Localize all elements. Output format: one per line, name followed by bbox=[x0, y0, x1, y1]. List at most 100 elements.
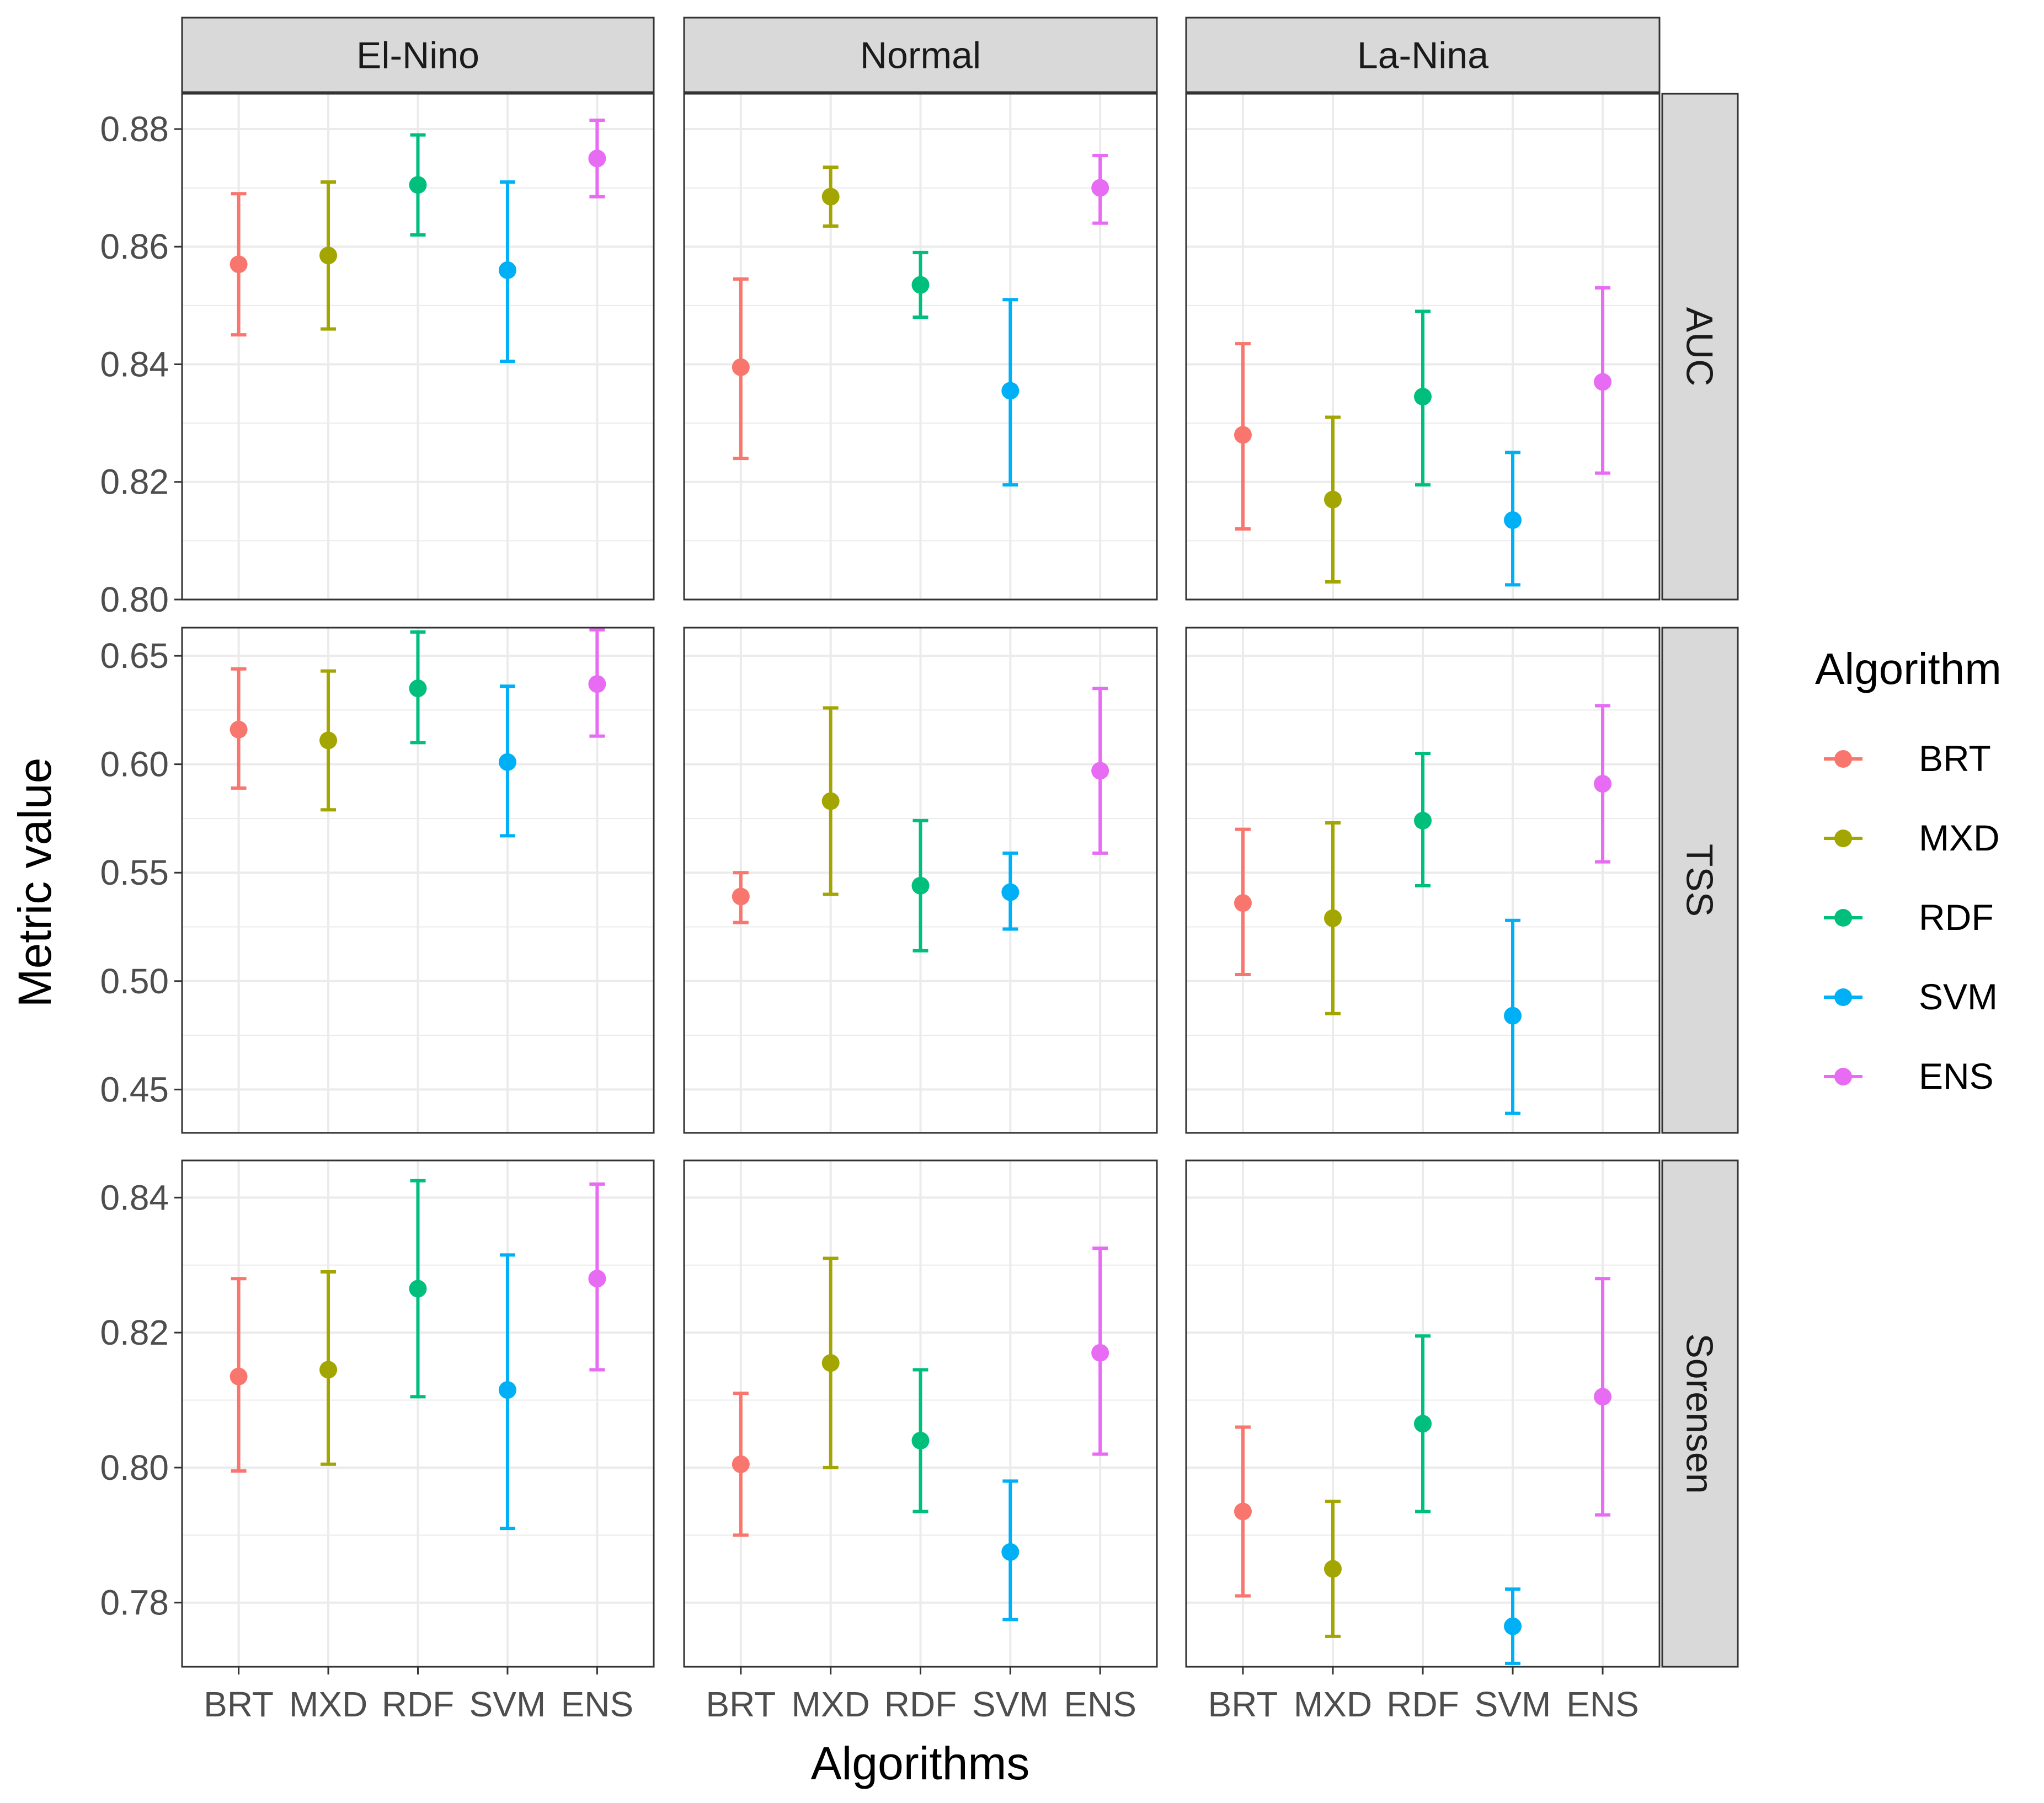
panel-border bbox=[181, 93, 655, 601]
mean-point-brt bbox=[732, 1455, 750, 1473]
x-tick-label-ens: ENS bbox=[1064, 1684, 1136, 1724]
panel-sorensen-el-nino bbox=[181, 1159, 655, 1668]
y-tick-label: 0.50 bbox=[100, 961, 169, 1001]
mean-point-ens bbox=[588, 1270, 606, 1288]
mean-point-brt bbox=[230, 1367, 248, 1385]
mean-point-ens bbox=[1594, 775, 1612, 793]
panel-tss-la-nina bbox=[1185, 627, 1661, 1134]
mean-point-rdf bbox=[409, 176, 427, 194]
mean-point-ens bbox=[1091, 762, 1109, 780]
panels-layer: El-Nino Normal La-Nina AUC 0.80 0.82 0.84 0.86 0… bbox=[100, 17, 1739, 1724]
legend-key-point-rdf bbox=[1834, 909, 1852, 927]
panel-sorensen-la-nina bbox=[1185, 1159, 1661, 1668]
legend-label-mxd: MXD bbox=[1919, 817, 2000, 858]
y-tick-label: 0.78 bbox=[100, 1583, 169, 1623]
row-strip-auc-label: AUC bbox=[1679, 307, 1721, 387]
y-tick-label: 0.60 bbox=[100, 745, 169, 784]
x-tick-label-ens: ENS bbox=[561, 1684, 634, 1724]
x-tick-label-mxd: MXD bbox=[1294, 1684, 1372, 1724]
mean-point-ens bbox=[588, 149, 606, 168]
mean-point-svm bbox=[1001, 382, 1020, 400]
mean-point-svm bbox=[498, 753, 516, 771]
panel-tss-normal bbox=[683, 627, 1158, 1134]
mean-point-ens bbox=[1091, 179, 1109, 197]
legend-key-point-brt bbox=[1834, 750, 1852, 768]
x-tick-label-svm: SVM bbox=[469, 1684, 546, 1724]
mean-point-mxd bbox=[821, 1354, 840, 1372]
y-tick-label: 0.88 bbox=[100, 109, 169, 149]
mean-point-rdf bbox=[911, 876, 930, 895]
mean-point-rdf bbox=[911, 1431, 930, 1449]
x-tick-label-brt: BRT bbox=[706, 1684, 776, 1724]
mean-point-svm bbox=[498, 1381, 516, 1399]
panel-border bbox=[683, 627, 1158, 1134]
mean-point-brt bbox=[230, 720, 248, 739]
mean-point-svm bbox=[1504, 511, 1522, 529]
mean-point-ens bbox=[588, 675, 606, 693]
mean-point-rdf bbox=[409, 1280, 427, 1298]
mean-point-svm bbox=[1504, 1617, 1522, 1635]
y-tick-label: 0.80 bbox=[100, 580, 169, 619]
x-tick-label-svm: SVM bbox=[1475, 1684, 1551, 1724]
x-tick-label-rdf: RDF bbox=[884, 1684, 957, 1724]
mean-point-brt bbox=[230, 255, 248, 274]
mean-point-rdf bbox=[911, 276, 930, 294]
panel-border bbox=[683, 93, 1158, 601]
row-strip-sorensen-bg bbox=[1661, 1159, 1739, 1668]
mean-point-rdf bbox=[409, 680, 427, 698]
legend-label-rdf: RDF bbox=[1919, 897, 1994, 938]
mean-point-mxd bbox=[319, 1361, 338, 1379]
panel-auc-la-nina bbox=[1185, 93, 1661, 601]
x-tick-label-svm: SVM bbox=[972, 1684, 1049, 1724]
panel-border bbox=[1185, 627, 1661, 1134]
mean-point-ens bbox=[1091, 1344, 1109, 1362]
x-tick-label-mxd: MXD bbox=[289, 1684, 367, 1724]
panel-border bbox=[1185, 93, 1661, 601]
mean-point-mxd bbox=[319, 247, 338, 265]
legend-label-ens: ENS bbox=[1919, 1056, 1994, 1096]
mean-point-rdf bbox=[1414, 1415, 1432, 1433]
strip-el-nino-label: El-Nino bbox=[356, 35, 479, 77]
mean-point-mxd bbox=[319, 731, 338, 750]
mean-point-mxd bbox=[821, 188, 840, 206]
y-tick-label: 0.45 bbox=[100, 1069, 169, 1109]
row-strip-sorensen-label: Sorensen bbox=[1679, 1333, 1721, 1494]
mean-point-brt bbox=[1234, 426, 1252, 444]
y-tick-label: 0.84 bbox=[100, 344, 169, 384]
panel-sorensen-normal bbox=[683, 1159, 1158, 1668]
legend-key-point-ens bbox=[1834, 1068, 1852, 1085]
x-tick-label-brt: BRT bbox=[1208, 1684, 1278, 1724]
x-tick-label-rdf: RDF bbox=[382, 1684, 455, 1724]
y-tick-label: 0.82 bbox=[100, 1313, 169, 1352]
legend-label-svm: SVM bbox=[1919, 976, 1998, 1017]
legend-title: Algorithm bbox=[1815, 644, 2002, 693]
strip-la-nina-bg bbox=[1185, 17, 1661, 93]
row-strip-tss-bg bbox=[1661, 627, 1739, 1134]
legend-key-point-mxd bbox=[1834, 830, 1852, 847]
mean-point-mxd bbox=[821, 792, 840, 810]
x-tick-label-mxd: MXD bbox=[792, 1684, 870, 1724]
strip-el-nino-bg bbox=[181, 17, 655, 93]
row-strip-auc-bg bbox=[1661, 93, 1739, 601]
mean-point-mxd bbox=[1323, 909, 1342, 927]
mean-point-svm bbox=[1504, 1007, 1522, 1025]
strip-la-nina-label: La-Nina bbox=[1357, 35, 1488, 77]
panel-auc-normal bbox=[683, 93, 1158, 601]
y-tick-label: 0.82 bbox=[100, 462, 169, 502]
mean-point-svm bbox=[498, 261, 516, 279]
mean-point-mxd bbox=[1323, 490, 1342, 509]
y-tick-label: 0.55 bbox=[100, 853, 169, 892]
x-tick-label-rdf: RDF bbox=[1386, 1684, 1459, 1724]
panel-auc-el-nino bbox=[181, 93, 655, 601]
y-tick-label: 0.84 bbox=[100, 1178, 169, 1217]
mean-point-ens bbox=[1594, 373, 1612, 391]
mean-point-rdf bbox=[1414, 811, 1432, 830]
x-axis-title: Algorithms bbox=[811, 1737, 1030, 1789]
mean-point-svm bbox=[1001, 883, 1020, 901]
legend: Algorithm BRT MXD RDF SVM ENS bbox=[1815, 644, 2002, 1096]
x-tick-label-brt: BRT bbox=[204, 1684, 274, 1724]
mean-point-brt bbox=[732, 887, 750, 906]
panel-border bbox=[181, 627, 655, 1134]
legend-key-point-svm bbox=[1834, 988, 1852, 1006]
